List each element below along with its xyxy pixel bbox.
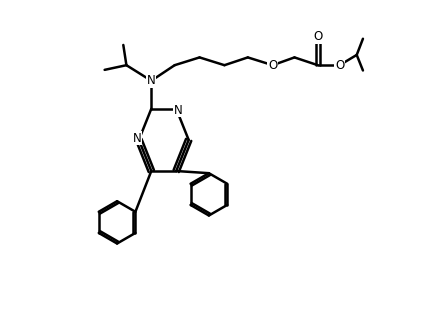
Text: N: N (147, 74, 156, 87)
Text: N: N (133, 132, 142, 145)
Text: O: O (268, 59, 277, 72)
Text: O: O (313, 30, 322, 43)
Text: O: O (335, 59, 344, 72)
Text: N: N (173, 104, 182, 117)
